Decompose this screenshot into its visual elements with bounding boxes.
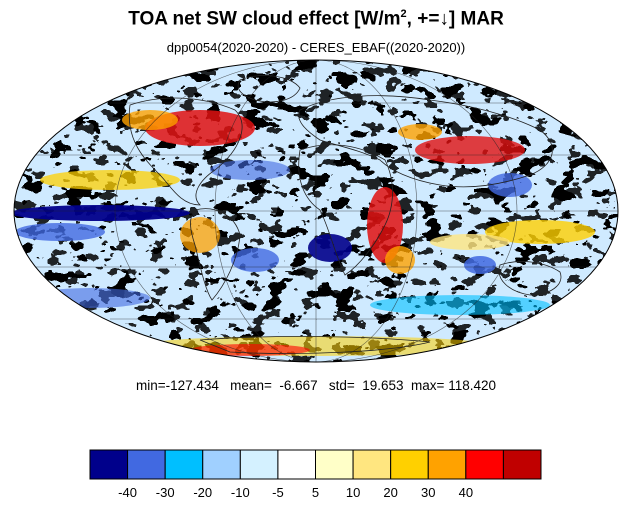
colorbar-tick-label: -20	[193, 485, 212, 500]
colorbar-tick-label: -10	[231, 485, 250, 500]
colorbar-tick-label: -30	[156, 485, 175, 500]
colorbar-box	[164, 449, 204, 480]
coastlines	[128, 75, 562, 354]
colorbar-tick-label: 5	[312, 485, 319, 500]
colorbar-box	[239, 449, 279, 480]
colorbar-box	[315, 449, 354, 480]
colorbar-box	[352, 449, 392, 480]
field-layer	[14, 60, 618, 362]
graticule	[14, 60, 618, 362]
colorbar-box	[427, 449, 467, 480]
colorbar-tick-label: -5	[272, 485, 284, 500]
colorbar-tick-label: 40	[459, 485, 473, 500]
colorbar-box	[202, 449, 241, 480]
mollweide-map	[13, 59, 619, 363]
colorbar-tick-label: -40	[118, 485, 137, 500]
colorbar-box	[502, 449, 542, 480]
globe-outline	[13, 59, 619, 363]
colorbar-box	[89, 449, 129, 480]
colorbar-tick-label: 20	[383, 485, 397, 500]
colorbar-box	[465, 449, 504, 480]
map-title: TOA net SW cloud effect [W/m2, +=↓] MAR	[128, 8, 504, 30]
colorbar-box	[390, 449, 429, 480]
colorbar-tick-label: 10	[346, 485, 360, 500]
colorbar-tick-label: 30	[421, 485, 435, 500]
statistics-line: min=-127.434 mean= -6.667 std= 19.653 ma…	[136, 378, 496, 393]
colorbar-box	[127, 449, 166, 480]
map-subtitle: dpp0054(2020-2020) - CERES_EBAF((2020-20…	[166, 40, 466, 55]
colorbar-box	[277, 449, 317, 480]
